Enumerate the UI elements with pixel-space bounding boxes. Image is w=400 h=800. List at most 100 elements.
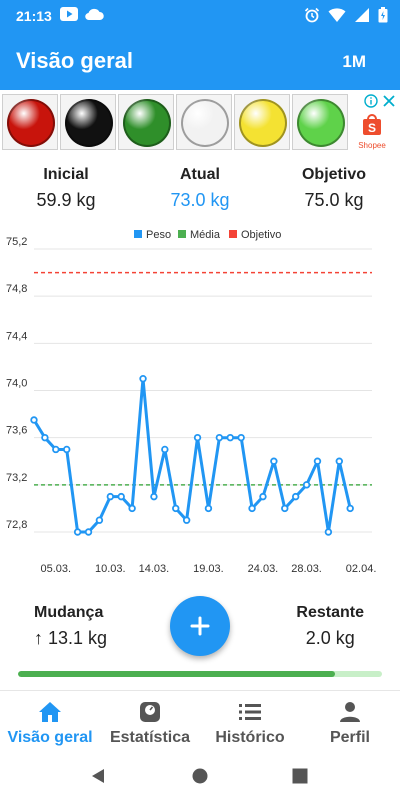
nav-item-profile[interactable]: Perfil [300, 699, 400, 747]
add-entry-button[interactable] [170, 596, 230, 656]
yellow-button-graphic [239, 99, 287, 147]
stat-goal-value: 75.0 kg [304, 190, 364, 210]
weight-point [30, 416, 38, 424]
status-bar: 21:13 [0, 0, 400, 32]
legend-label: Média [190, 229, 221, 241]
status-time: 21:13 [16, 8, 52, 24]
weight-point [259, 492, 267, 501]
goal-progress-bar [18, 671, 382, 677]
x-tick-label: 10.03. [95, 563, 126, 575]
home-circle-icon[interactable] [192, 768, 208, 784]
weight-point [335, 457, 343, 465]
time-range-button[interactable]: 1M [342, 52, 366, 71]
lightgreen-button-graphic [297, 99, 345, 147]
nav-label-history: Histórico [215, 729, 285, 746]
weight-point [128, 504, 136, 513]
x-tick-label: 05.03. [41, 563, 72, 575]
weight-point [150, 492, 158, 501]
ad-image-lightgreen[interactable] [292, 94, 348, 150]
shopee-bag-icon: S [363, 114, 381, 135]
recents-icon[interactable] [292, 768, 308, 784]
ad-image-green[interactable] [118, 94, 174, 150]
white-button-graphic [181, 99, 229, 147]
ad-image-black[interactable] [60, 94, 116, 150]
wifi-icon [328, 8, 346, 22]
stat-current: Atual 73.0 kg [140, 166, 260, 211]
alarm-icon [304, 7, 320, 23]
weight-point [172, 504, 180, 513]
change-label: Mudança [34, 604, 104, 621]
nav-label-statistics: Estatística [109, 729, 191, 746]
weight-point [41, 433, 49, 442]
stat-current-value: 73.0 kg [170, 190, 230, 210]
weight-point [302, 481, 311, 489]
stat-goal-label: Objetivo [301, 166, 366, 183]
battery-icon [378, 7, 388, 23]
weight-point [161, 445, 169, 454]
y-tick-label: 75,2 [6, 236, 27, 248]
stat-goal: Objetivo 75.0 kg [274, 166, 394, 211]
weight-stats: Inicial 59.9 kg Atual 73.0 kg Objetivo 7… [0, 166, 400, 216]
legend-label: Objetivo [241, 229, 281, 241]
black-button-graphic [65, 99, 113, 147]
x-tick-label: 24.03. [248, 563, 279, 575]
weight-point [182, 516, 191, 524]
x-tick-label: 14.03. [139, 563, 170, 575]
home-icon [39, 702, 61, 722]
weight-point [324, 528, 333, 536]
goal-progress-fill [18, 671, 335, 677]
nav-label-overview: Visão geral [7, 729, 93, 746]
remaining-label: Restante [296, 604, 364, 621]
ad-banner[interactable]: S Shopee [0, 92, 400, 154]
y-tick-label: 74,0 [6, 378, 27, 390]
nav-item-statistics[interactable]: Estatística [100, 699, 200, 747]
page-title: Visão geral [16, 48, 133, 73]
weight-point [346, 504, 354, 513]
legend-swatch [178, 230, 186, 238]
scale-icon [140, 702, 160, 722]
svg-text:S: S [368, 121, 376, 135]
ad-info-icon[interactable] [364, 94, 378, 108]
x-tick-label: 02.04. [346, 563, 377, 575]
change-value: ↑ 13.1 kg [34, 628, 108, 648]
weight-point [248, 504, 256, 513]
ad-image-red[interactable] [2, 94, 58, 150]
change-block: Mudança ↑ 13.1 kg [34, 604, 107, 649]
legend-label: Peso [146, 229, 171, 241]
weight-point [291, 492, 300, 501]
ad-image-white[interactable] [176, 94, 232, 150]
y-tick-label: 72,8 [6, 519, 27, 531]
x-tick-label: 28.03. [291, 563, 322, 575]
signal-icon [355, 8, 369, 22]
back-icon[interactable] [90, 768, 106, 784]
weight-point [63, 445, 71, 454]
weight-chart[interactable]: Peso Média Objetivo 75,2 74,8 74,4 74,0 73,6 73,… [0, 225, 400, 585]
weight-point [52, 445, 60, 454]
y-tick-label: 74,8 [6, 283, 27, 295]
green-button-graphic [123, 99, 171, 147]
nav-label-profile: Perfil [329, 729, 370, 746]
weight-point [226, 433, 234, 442]
weight-point [84, 528, 93, 536]
youtube-icon [60, 7, 78, 21]
ad-close-icon[interactable] [382, 94, 396, 108]
person-icon [340, 702, 360, 722]
ad-brand-label: Shopee [358, 141, 386, 150]
stat-initial-value: 59.9 kg [36, 190, 96, 210]
nav-item-overview[interactable]: Visão geral [0, 699, 100, 747]
weight-point [95, 516, 104, 524]
y-tick-label: 73,6 [6, 425, 27, 437]
summary-section: Mudança ↑ 13.1 kg Restante 2.0 kg [0, 600, 400, 660]
remaining-block: Restante 2.0 kg [296, 604, 364, 649]
y-tick-label: 73,2 [6, 472, 27, 484]
nav-item-history[interactable]: Histórico [200, 699, 300, 747]
plus-icon [190, 616, 210, 636]
ad-image-yellow[interactable] [234, 94, 290, 150]
system-nav-bar [0, 752, 400, 800]
weight-point [204, 504, 213, 513]
bottom-nav: Visão geral Estatística Histórico [0, 690, 400, 752]
stat-initial-label: Inicial [43, 166, 89, 183]
y-tick-label: 74,4 [6, 330, 27, 342]
weight-point [139, 375, 147, 383]
remaining-value: 2.0 kg [305, 628, 355, 648]
